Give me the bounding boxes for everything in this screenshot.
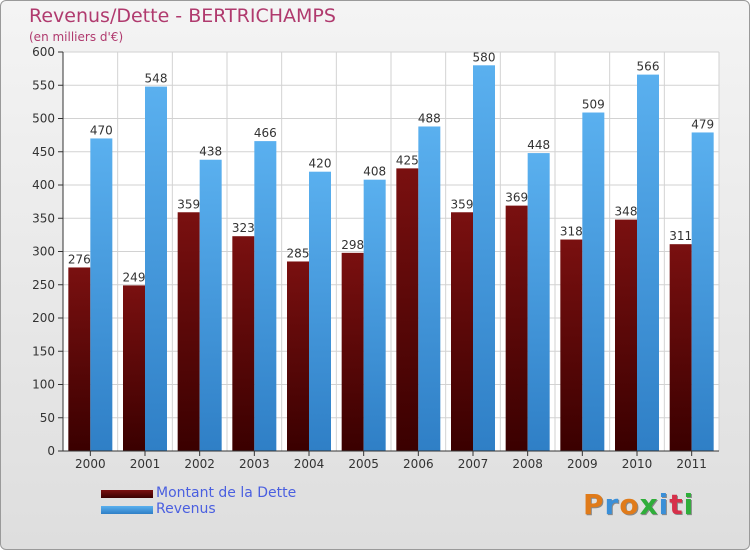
bar-dette [68,267,91,451]
legend-label-revenus: Revenus [156,501,216,517]
y-tick-label: 50 [40,411,55,425]
data-label: 470 [90,123,113,137]
logo-letter: x [639,488,659,521]
logo-letter: t [669,488,684,521]
bar-dette [669,244,692,451]
data-label: 448 [527,138,550,152]
bar-dette [560,239,583,451]
x-tick-label: 2004 [294,457,325,471]
bar-dette [396,168,419,451]
logo-letter: o [619,488,640,521]
bar-revenus [473,65,495,452]
bar-dette [177,212,200,451]
data-label: 369 [505,191,528,205]
data-label: 298 [341,238,364,252]
bar-revenus [309,171,331,451]
data-label: 276 [68,252,91,266]
y-tick-label: 600 [32,45,55,59]
logo-letter: P [583,488,605,521]
bar-dette [123,285,145,451]
y-tick-label: 500 [32,112,55,126]
logo-letter: r [604,488,620,521]
y-tick-label: 300 [32,245,55,259]
bar-dette [451,212,473,451]
bar-revenus [582,112,605,451]
y-tick-label: 150 [32,344,55,358]
x-tick-label: 2009 [567,457,598,471]
data-label: 425 [396,153,419,167]
data-label: 348 [615,205,638,219]
data-label: 580 [473,50,496,64]
bar-revenus [90,138,113,451]
data-label: 466 [254,126,277,140]
x-tick-label: 2005 [348,457,379,471]
bar-dette [505,205,528,451]
bar-dette [341,252,364,451]
data-label: 323 [232,221,255,235]
bar-dette [232,236,255,451]
y-tick-label: 200 [32,311,55,325]
data-label: 359 [451,197,474,211]
legend-swatch-debt [101,490,153,498]
x-tick-label: 2007 [458,457,489,471]
data-label: 249 [123,270,146,284]
data-label: 566 [637,60,660,74]
y-tick-label: 450 [32,145,55,159]
bar-dette [615,219,637,451]
data-label: 438 [199,145,222,159]
x-tick-label: 2001 [130,457,161,471]
data-label: 509 [582,98,605,112]
data-label: 359 [177,197,200,211]
data-label: 479 [691,117,714,131]
data-label: 420 [309,157,332,171]
data-label: 548 [145,72,168,86]
x-tick-label: 2003 [239,457,270,471]
bar-revenus [637,74,659,452]
bar-revenus [418,126,441,451]
x-tick-label: 2000 [75,457,106,471]
data-label: 408 [363,165,386,179]
legend-swatch-revenus [101,506,153,514]
bar-revenus [199,159,222,452]
data-label: 285 [287,246,310,260]
data-label: 488 [418,111,441,125]
bar-dette [287,261,309,451]
chart-subtitle: (en milliers d'€) [29,30,124,44]
y-tick-label: 350 [32,211,55,225]
bar-revenus [145,86,167,451]
bar-revenus [691,132,714,451]
data-label: 311 [669,229,692,243]
proxiti-logo: Proxiti [583,488,694,521]
y-tick-label: 0 [47,444,55,458]
logo-letter: i [683,488,695,521]
bar-revenus [527,153,550,451]
x-tick-label: 2008 [512,457,543,471]
y-tick-label: 250 [32,278,55,292]
x-tick-label: 2010 [622,457,653,471]
y-tick-label: 550 [32,78,55,92]
bar-revenus [254,141,277,452]
bar-revenus [363,179,386,451]
x-tick-label: 2002 [184,457,215,471]
chart-title: Revenus/Dette - BERTRICHAMPS [29,5,336,27]
y-tick-label: 400 [32,178,55,192]
x-tick-label: 2011 [676,457,707,471]
logo-letter: i [658,488,670,521]
y-tick-label: 100 [32,378,55,392]
data-label: 318 [560,225,583,239]
legend-label-debt: Montant de la Dette [156,485,297,501]
x-tick-label: 2006 [403,457,434,471]
